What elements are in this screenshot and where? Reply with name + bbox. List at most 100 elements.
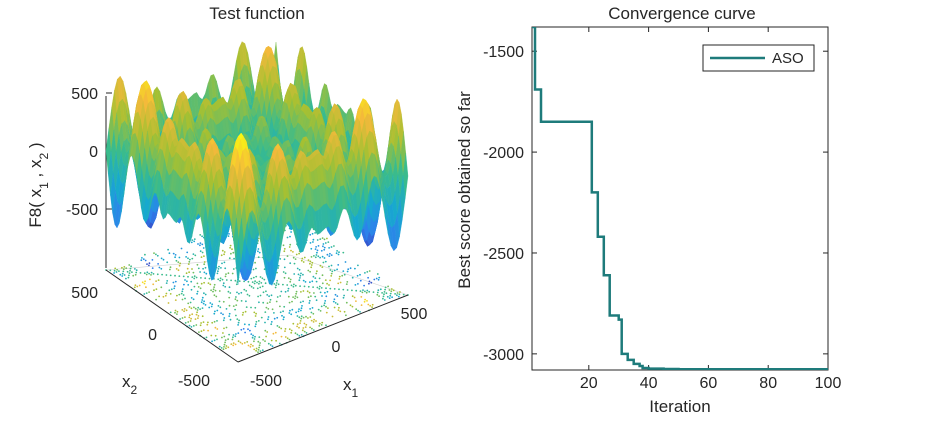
contour-dot: [287, 295, 290, 298]
contour-dot: [351, 289, 353, 292]
contour-dot: [388, 297, 391, 299]
contour-dot: [174, 280, 177, 283]
contour-dot: [321, 255, 324, 258]
contour-dot: [334, 302, 337, 304]
contour-dot: [127, 276, 130, 279]
contour-dot: [156, 254, 159, 257]
contour-dot: [183, 283, 185, 286]
contour-dot: [366, 271, 369, 273]
contour-dot: [152, 283, 155, 286]
contour-dot: [288, 301, 291, 304]
contour-dot: [234, 298, 237, 301]
contour-dot: [195, 313, 198, 316]
contour-dot: [322, 243, 325, 245]
contour-dot: [221, 249, 224, 252]
contour-dot: [257, 250, 259, 253]
contour-dot: [320, 249, 323, 252]
contour-dot: [321, 295, 323, 297]
contour-dot: [192, 298, 195, 301]
contour-dot: [185, 309, 188, 312]
contour-dot: [146, 263, 148, 265]
contour-dot: [157, 279, 160, 281]
contour-dot: [283, 258, 286, 261]
x1-label-sub: 1: [352, 386, 359, 400]
contour-dot: [292, 251, 294, 253]
contour-dot: [225, 326, 228, 329]
contour-dot: [193, 238, 196, 241]
x1-tick-label: 500: [401, 306, 428, 323]
contour-dot: [359, 273, 361, 276]
contour-dot: [290, 313, 293, 316]
contour-dot: [275, 339, 277, 342]
contour-dot: [309, 233, 312, 236]
contour-dot: [294, 332, 297, 335]
axes-box: [531, 26, 829, 371]
contour-dot: [272, 332, 275, 335]
contour-dot: [144, 253, 146, 256]
contour-dot: [250, 285, 253, 288]
contour-dot: [238, 280, 241, 282]
contour-dot: [202, 247, 205, 249]
contour-dot: [253, 340, 255, 343]
contour-dot: [333, 306, 336, 309]
contour-dot: [295, 253, 298, 256]
contour-dot: [385, 292, 388, 295]
contour-dot: [286, 236, 289, 239]
contour-dot: [216, 328, 219, 330]
contour-dot: [337, 282, 340, 285]
contour-dot: [211, 303, 214, 306]
contour-dot: [306, 290, 309, 293]
contour-dot: [324, 242, 327, 244]
contour-dot: [241, 342, 244, 345]
contour-dot: [302, 261, 305, 263]
contour-dot: [203, 261, 206, 263]
contour-dot: [360, 304, 363, 306]
contour-dot: [265, 290, 267, 293]
contour-dot: [309, 326, 311, 329]
contour-dot: [191, 257, 194, 260]
contour-dot: [197, 306, 200, 309]
contour-dot: [254, 335, 256, 338]
contour-dot: [126, 270, 129, 273]
contour-dot: [216, 320, 218, 322]
floor-plane: [105, 254, 409, 363]
contour-dot: [166, 280, 169, 282]
contour-dot: [327, 241, 330, 244]
contour-dot: [231, 248, 233, 251]
contour-dot: [232, 342, 235, 344]
x-tick-label: 80: [759, 375, 777, 392]
x1-tick-label: 0: [332, 339, 341, 356]
contour-dot: [362, 289, 364, 291]
contour-dot: [360, 296, 363, 298]
contour-dot: [181, 309, 184, 311]
contour-dot: [258, 251, 261, 254]
contour-dot: [208, 306, 211, 309]
contour-dot: [175, 259, 178, 262]
contour-dot: [135, 269, 138, 272]
contour-dot: [315, 254, 318, 256]
contour-dot: [219, 279, 222, 282]
z-label-sub1: 1: [37, 182, 51, 189]
contour-dot: [146, 271, 149, 274]
contour-dot: [252, 276, 255, 279]
contour-dot: [402, 293, 405, 296]
contour-dot: [391, 296, 393, 299]
legend: ASO: [702, 44, 815, 72]
contour-dot: [179, 262, 182, 265]
right-title: Convergence curve: [608, 4, 755, 23]
x2-axis-line: [105, 269, 239, 363]
contour-dot: [193, 240, 196, 243]
contour-dot: [209, 283, 212, 286]
contour-dot: [290, 329, 293, 332]
contour-dot: [237, 340, 240, 343]
contour-dot: [252, 268, 255, 271]
contour-dot: [161, 273, 164, 276]
contour-dot: [196, 309, 199, 311]
contour-dot: [322, 261, 325, 264]
contour-dot: [257, 237, 260, 240]
contour-dot: [367, 303, 370, 306]
contour-dot: [199, 287, 202, 290]
contour-dot: [305, 315, 307, 318]
aso-series-line: [532, 27, 828, 370]
contour-dot: [289, 235, 291, 238]
